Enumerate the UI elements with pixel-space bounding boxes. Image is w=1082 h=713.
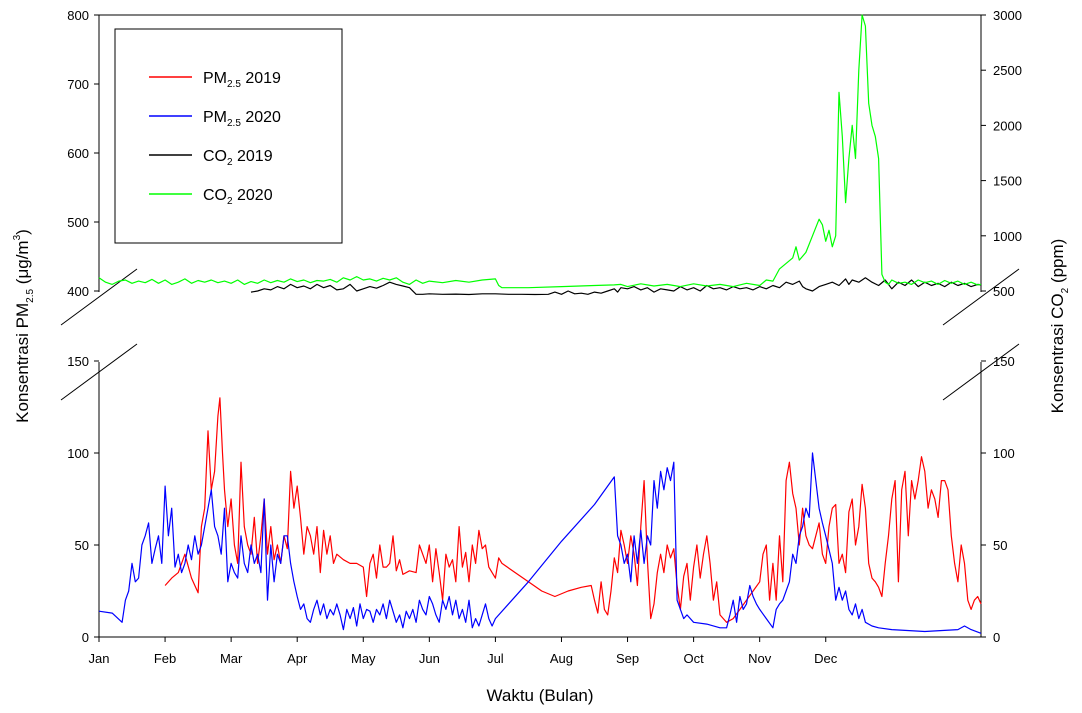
right-tick-label: 3000 bbox=[993, 8, 1022, 23]
y-axis-left-title: Konsentrasi PM2.5 (μg/m3) bbox=[12, 229, 36, 423]
series-line-pm2-5-2019 bbox=[164, 397, 982, 623]
x-tick-label: Sep bbox=[616, 651, 639, 666]
legend-label: CO2 2019 bbox=[203, 148, 273, 168]
left-tick-label: 50 bbox=[75, 538, 89, 553]
right-tick-label: 0 bbox=[993, 630, 1000, 645]
axis-break-mark bbox=[942, 268, 1020, 326]
legend-label: CO2 2020 bbox=[203, 187, 273, 207]
series-line-co2-2020 bbox=[98, 14, 982, 289]
right-axis-ticks: 0 50 100 150 500 1000 1500 2000 2500 3000 bbox=[981, 8, 1022, 645]
left-tick-label: 800 bbox=[67, 8, 89, 23]
legend-box bbox=[114, 28, 343, 244]
right-tick-label: 1500 bbox=[993, 174, 1022, 189]
y-axis-right-title: Konsentrasi CO2 (ppm) bbox=[1048, 239, 1071, 414]
x-tick-label: Apr bbox=[287, 651, 308, 666]
right-tick-label: 2000 bbox=[993, 118, 1022, 133]
x-tick-label: Jan bbox=[89, 651, 110, 666]
x-tick-label: Aug bbox=[550, 651, 573, 666]
axis-break-mark bbox=[60, 343, 138, 401]
left-tick-label: 150 bbox=[67, 354, 89, 369]
x-tick-label: Nov bbox=[748, 651, 772, 666]
x-tick-label: Feb bbox=[154, 651, 176, 666]
left-tick-label: 600 bbox=[67, 146, 89, 161]
right-tick-label: 2500 bbox=[993, 63, 1022, 78]
series-line-pm2-5-2020 bbox=[98, 452, 982, 634]
x-tick-label: Mar bbox=[220, 651, 243, 666]
left-tick-label: 100 bbox=[67, 446, 89, 461]
x-tick-label: Jun bbox=[419, 651, 440, 666]
left-tick-label: 0 bbox=[82, 630, 89, 645]
left-tick-label: 700 bbox=[67, 77, 89, 92]
axis-break-marks bbox=[60, 268, 1020, 401]
right-tick-label: 500 bbox=[993, 284, 1015, 299]
x-axis-title: Waktu (Bulan) bbox=[486, 686, 593, 705]
axis-break-mark bbox=[60, 268, 138, 326]
series-line-co2-2019 bbox=[250, 277, 982, 296]
x-tick-label: Oct bbox=[683, 651, 704, 666]
left-tick-label: 400 bbox=[67, 284, 89, 299]
axis-break-mark bbox=[942, 343, 1020, 401]
right-tick-label: 50 bbox=[993, 538, 1007, 553]
right-tick-label: 1000 bbox=[993, 229, 1022, 244]
left-tick-label: 500 bbox=[67, 215, 89, 230]
x-tick-label: Dec bbox=[814, 651, 838, 666]
x-axis-ticks: Jan Feb Mar Apr May Jun Jul Aug Sep Oct Nov Dec bbox=[89, 637, 838, 666]
x-tick-label: May bbox=[351, 651, 376, 666]
right-tick-label: 150 bbox=[993, 354, 1015, 369]
legend-label: PM2.5 2020 bbox=[203, 109, 281, 129]
legend: PM2.5 2019 PM2.5 2020 CO2 2019 CO2 2020 bbox=[149, 70, 281, 207]
left-axis-ticks: 0 50 100 150 400 500 600 700 800 bbox=[67, 8, 99, 645]
x-tick-label: Jul bbox=[487, 651, 504, 666]
legend-label: PM2.5 2019 bbox=[203, 70, 281, 90]
series-layer bbox=[98, 14, 982, 634]
right-tick-label: 100 bbox=[993, 446, 1015, 461]
